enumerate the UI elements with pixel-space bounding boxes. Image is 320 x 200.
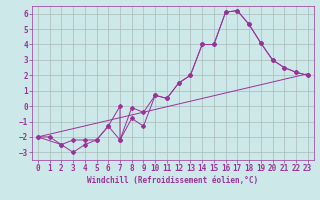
X-axis label: Windchill (Refroidissement éolien,°C): Windchill (Refroidissement éolien,°C) [87,176,258,185]
